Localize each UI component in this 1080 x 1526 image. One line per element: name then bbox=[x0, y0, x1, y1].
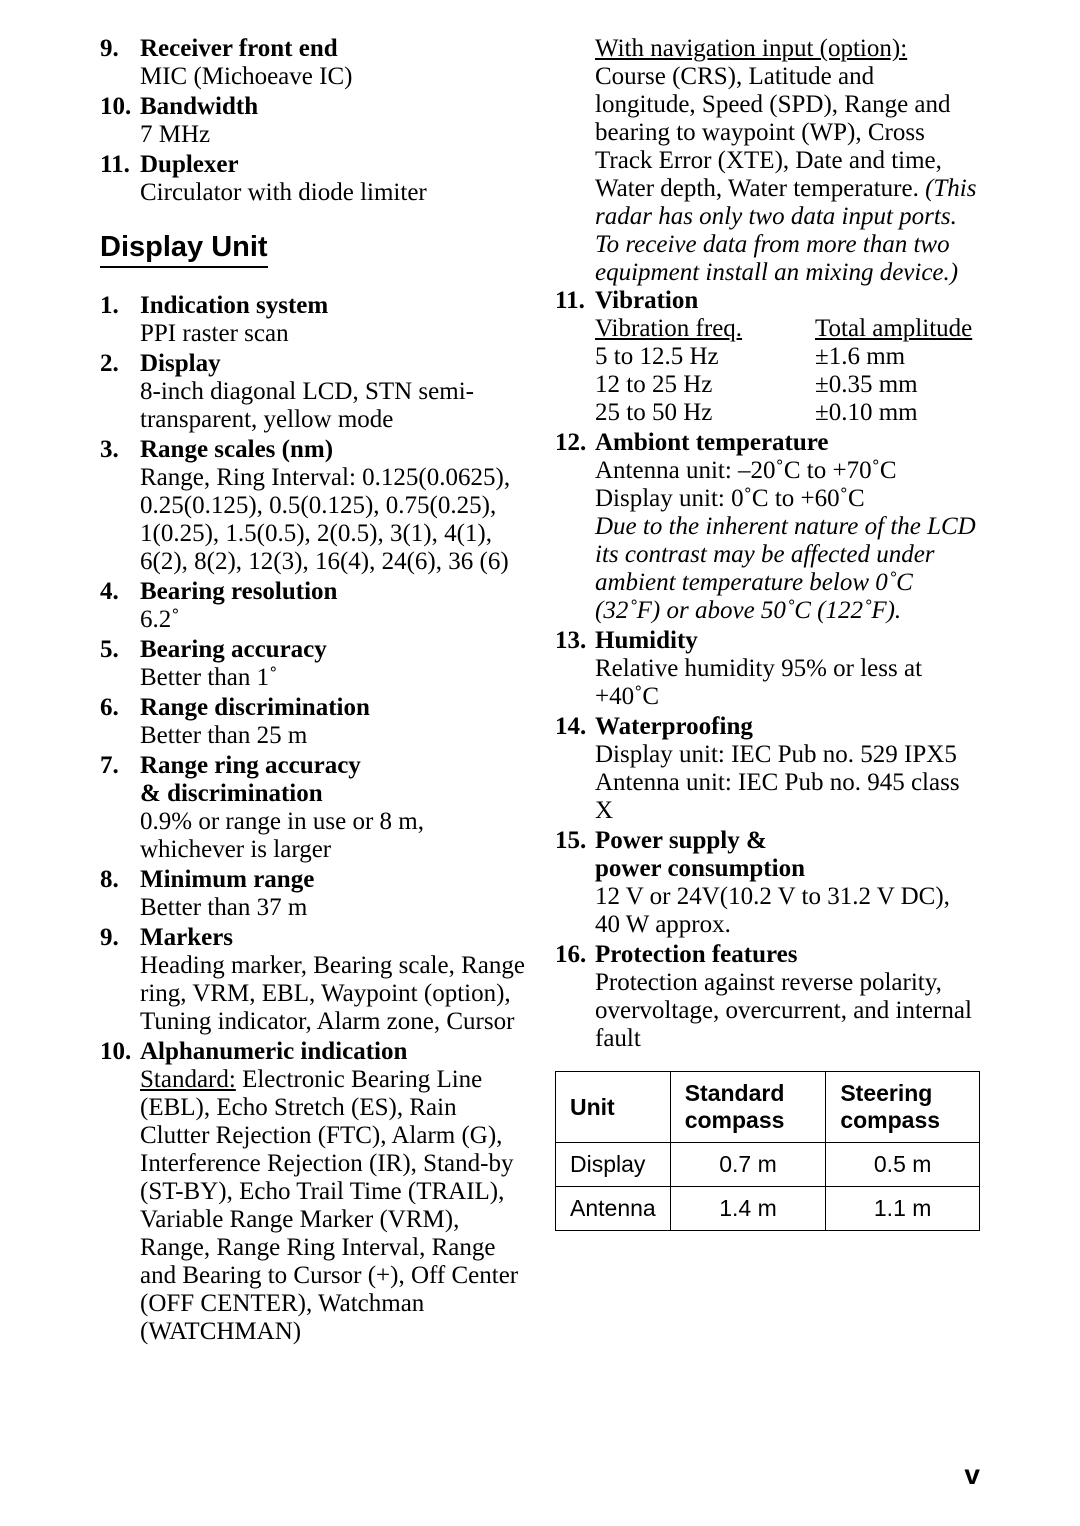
list-item: 11. Duplexer Circulator with diode limit… bbox=[100, 151, 525, 207]
list-item: 9. Receiver front end MIC (Michoeave IC) bbox=[100, 35, 525, 91]
standard-label: Standard: bbox=[140, 1066, 236, 1093]
list-item: 8. Minimum range Better than 37 m bbox=[100, 866, 525, 922]
list-item-humidity: 13. Humidity Relative humidity 95% or le… bbox=[555, 627, 980, 711]
list-item-waterproofing: 14. Waterproofing Display unit: IEC Pub … bbox=[555, 713, 980, 825]
compass-table: Unit Standard compass Steering compass D… bbox=[555, 1071, 980, 1231]
nav-input-label: With navigation input (option): bbox=[595, 35, 907, 62]
list-item-protection: 16. Protection features Protection again… bbox=[555, 941, 980, 1053]
list-item-power: 15. Power supply & power consumption 12 … bbox=[555, 827, 980, 939]
table-header-row: Unit Standard compass Steering compass bbox=[556, 1072, 980, 1143]
table-cell: 1.4 m bbox=[670, 1187, 826, 1231]
page-number: v bbox=[964, 1459, 980, 1491]
display-unit-list: 1. Indication system PPI raster scan 2. … bbox=[100, 292, 525, 1346]
vib-header-amp: Total amplitude bbox=[815, 315, 972, 343]
list-item: 1. Indication system PPI raster scan bbox=[100, 292, 525, 348]
item-desc: MIC (Michoeave IC) bbox=[140, 63, 525, 91]
item-label: Receiver front end bbox=[140, 35, 338, 62]
list-item: 3. Range scales (nm) Range, Ring Interva… bbox=[100, 436, 525, 576]
table-cell: 1.1 m bbox=[826, 1187, 980, 1231]
table-header: Steering compass bbox=[826, 1072, 980, 1143]
item-desc: Circulator with diode limiter bbox=[140, 179, 525, 207]
item-number: 1. bbox=[100, 292, 140, 320]
item-body: Duplexer Circulator with diode limiter bbox=[140, 151, 525, 207]
vib-header-freq: Vibration freq. bbox=[595, 315, 815, 343]
table-cell: 0.5 m bbox=[826, 1143, 980, 1187]
table-cell: Antenna bbox=[556, 1187, 671, 1231]
item-desc: 7 MHz bbox=[140, 121, 525, 149]
table-row: Display 0.7 m 0.5 m bbox=[556, 1143, 980, 1187]
list-item: 9. Markers Heading marker, Bearing scale… bbox=[100, 924, 525, 1036]
nav-input-continuation: With navigation input (option): Course (… bbox=[555, 35, 980, 287]
item-label: Bandwidth bbox=[140, 93, 258, 120]
right-list: 11. Vibration Vibration freq. Total ampl… bbox=[555, 287, 980, 1053]
item-number: 11. bbox=[100, 151, 140, 179]
list-item-ambient-temp: 12. Ambiont temperature Antenna unit: –2… bbox=[555, 429, 980, 625]
table-header: Unit bbox=[556, 1072, 671, 1143]
list-item: 6. Range discrimination Better than 25 m bbox=[100, 694, 525, 750]
table-cell: 0.7 m bbox=[670, 1143, 826, 1187]
list-item: 4. Bearing resolution 6.2˚ bbox=[100, 578, 525, 634]
vibration-table: Vibration freq. Total amplitude 5 to 12.… bbox=[595, 315, 980, 427]
item-number: 10. bbox=[100, 93, 140, 121]
list-item: 5. Bearing accuracy Better than 1˚ bbox=[100, 636, 525, 692]
right-column: With navigation input (option): Course (… bbox=[555, 35, 980, 1348]
receiver-list: 9. Receiver front end MIC (Michoeave IC)… bbox=[100, 35, 525, 207]
table-header: Standard compass bbox=[670, 1072, 826, 1143]
list-item: 2. Display 8-inch diagonal LCD, STN semi… bbox=[100, 350, 525, 434]
list-item: 10. Bandwidth 7 MHz bbox=[100, 93, 525, 149]
item-number: 9. bbox=[100, 35, 140, 63]
item-body: Bandwidth 7 MHz bbox=[140, 93, 525, 149]
item-label: Duplexer bbox=[140, 151, 239, 178]
table-row: Antenna 1.4 m 1.1 m bbox=[556, 1187, 980, 1231]
two-column-layout: 9. Receiver front end MIC (Michoeave IC)… bbox=[100, 35, 980, 1348]
list-item-alphanumeric: 10. Alphanumeric indication Standard: El… bbox=[100, 1038, 525, 1346]
section-title-display-unit: Display Unit bbox=[100, 231, 268, 268]
table-cell: Display bbox=[556, 1143, 671, 1187]
left-column: 9. Receiver front end MIC (Michoeave IC)… bbox=[100, 35, 525, 1348]
list-item-vibration: 11. Vibration Vibration freq. Total ampl… bbox=[555, 287, 980, 427]
list-item: 7. Range ring accuracy & discrimination … bbox=[100, 752, 525, 864]
item-body: Receiver front end MIC (Michoeave IC) bbox=[140, 35, 525, 91]
